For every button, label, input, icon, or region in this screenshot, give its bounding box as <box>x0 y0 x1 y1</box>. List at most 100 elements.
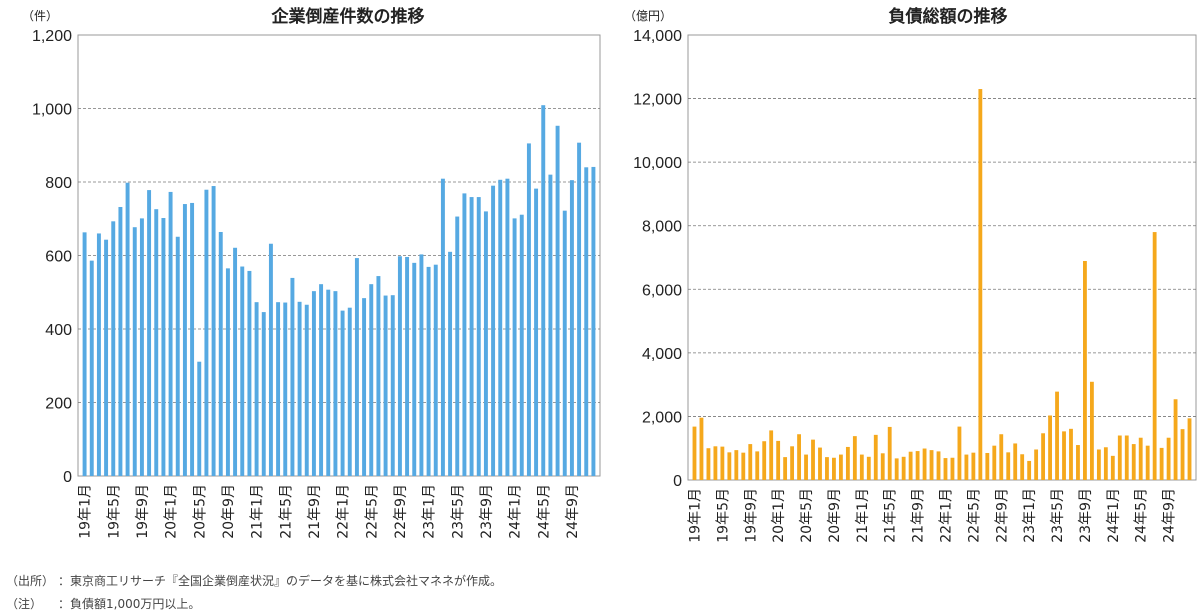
y-tick-label: 0 <box>673 473 682 490</box>
x-tick-label: 21年5月 <box>883 488 899 543</box>
bar <box>405 256 410 476</box>
x-tick-label: 19年5月 <box>715 488 731 543</box>
bar <box>748 444 753 480</box>
bar <box>922 448 927 480</box>
bar <box>247 270 252 476</box>
x-tick-label: 20年1月 <box>164 484 180 539</box>
x-tick-label: 24年9月 <box>565 484 581 539</box>
source-note-tag: （出所） <box>6 574 55 588</box>
bar <box>957 426 962 480</box>
bar <box>741 452 746 480</box>
bar <box>999 434 1004 480</box>
bar <box>390 295 395 476</box>
bar <box>818 447 822 480</box>
source-note-text: ：東京商工リサーチ『全国企業倒産状況』のデータを基に株式会社マネネが作成。 <box>58 574 503 588</box>
y-tick-label: 14,000 <box>633 28 682 45</box>
x-tick-label: 19年1月 <box>78 484 94 539</box>
bar <box>218 231 223 476</box>
bar <box>1062 431 1066 480</box>
chart-title: 負債総額の推移 <box>889 6 1008 27</box>
bar <box>161 218 166 476</box>
bar <box>1013 443 1018 480</box>
source-note: （出所） ：東京商工リサーチ『全国企業倒産状況』のデータを基に株式会社マネネが作成… <box>6 572 502 589</box>
x-tick-label: 19年1月 <box>687 488 703 543</box>
x-tick-label: 22年5月 <box>966 488 982 543</box>
y-unit-label: （件） <box>22 9 58 23</box>
bar <box>866 456 871 480</box>
footnote-text: ：負債額1,000万円以上。 <box>58 597 201 611</box>
bar <box>182 204 187 477</box>
bar <box>699 417 704 480</box>
bar <box>755 451 760 480</box>
bar <box>720 446 725 480</box>
bar <box>168 191 173 477</box>
x-tick-label: 23年1月 <box>422 484 438 539</box>
bar <box>797 434 801 480</box>
x-tick-label: 19年9月 <box>135 484 151 539</box>
x-tick-label: 19年5月 <box>106 484 122 539</box>
bar <box>943 458 948 480</box>
x-tick-label: 20年5月 <box>192 484 208 539</box>
bar <box>104 239 109 476</box>
x-tick-label: 20年9月 <box>221 484 237 539</box>
bar <box>333 291 338 476</box>
x-tick-label: 21年9月 <box>911 488 927 543</box>
x-tick-label: 22年1月 <box>336 484 352 539</box>
bar <box>433 264 438 476</box>
bar <box>376 276 381 476</box>
bar <box>762 441 767 480</box>
bar <box>1041 433 1046 480</box>
y-tick-label: 600 <box>45 249 72 266</box>
bar <box>326 289 331 476</box>
bar <box>419 254 424 476</box>
bar <box>1110 455 1115 480</box>
bar <box>290 277 295 476</box>
x-tick-label: 24年1月 <box>508 484 524 539</box>
bar <box>362 298 367 476</box>
bar <box>1076 445 1080 480</box>
bar <box>548 174 553 476</box>
y-tick-label: 400 <box>45 322 72 339</box>
x-tick-label: 24年5月 <box>1134 488 1150 543</box>
bar <box>519 214 524 476</box>
bar <box>776 440 781 480</box>
bar <box>541 105 546 476</box>
bar <box>706 448 711 480</box>
x-tick-label: 22年9月 <box>994 488 1010 543</box>
bar <box>1124 435 1129 480</box>
bar <box>873 434 878 480</box>
bar <box>261 312 266 476</box>
bar <box>1187 418 1192 480</box>
x-tick-label: 20年9月 <box>827 488 843 543</box>
bar <box>901 456 906 480</box>
bar <box>584 167 589 477</box>
bar <box>950 457 955 480</box>
bar <box>1020 454 1025 480</box>
x-tick-label: 22年5月 <box>364 484 380 539</box>
bar <box>1055 391 1059 480</box>
y-tick-label: 200 <box>45 396 72 413</box>
bar <box>992 445 997 480</box>
bar <box>1103 447 1108 480</box>
bar <box>233 247 238 476</box>
bar <box>811 439 815 480</box>
bar <box>734 450 739 480</box>
bar <box>491 185 496 477</box>
y-tick-label: 1,200 <box>32 28 72 45</box>
bar <box>936 451 941 480</box>
bar <box>512 218 517 476</box>
footnote: （注） ：負債額1,000万円以上。 <box>6 595 200 612</box>
bar <box>455 216 460 477</box>
x-tick-label: 23年1月 <box>1022 488 1038 543</box>
y-tick-label: 0 <box>63 469 72 486</box>
bar <box>412 262 417 476</box>
bar <box>555 125 560 477</box>
bar <box>190 202 195 476</box>
bar <box>96 233 101 476</box>
bar <box>692 426 697 480</box>
bar <box>1027 460 1032 480</box>
footnote-tag: （注） <box>6 597 43 611</box>
x-tick-label: 19年9月 <box>743 488 759 543</box>
bar <box>838 454 843 480</box>
